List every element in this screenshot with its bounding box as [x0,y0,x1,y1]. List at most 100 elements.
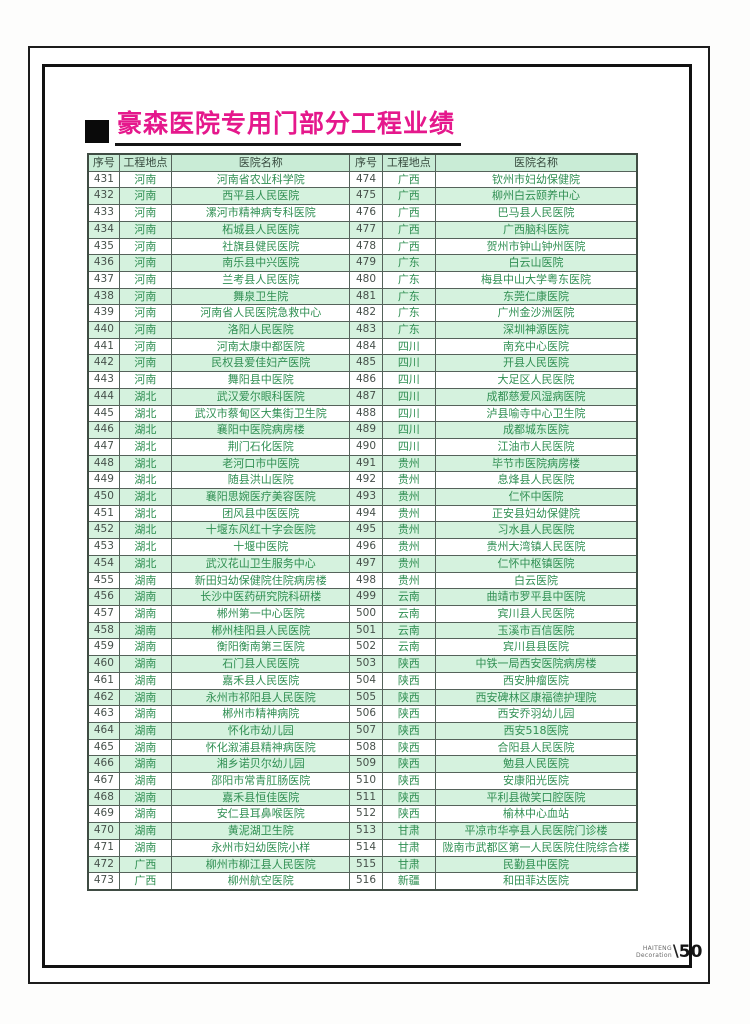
location-cell: 湖北 [118,471,173,490]
location-cell: 广东 [381,254,437,272]
serial-cell: 448 [87,454,120,473]
hospital-cell: 安康阳光医院 [435,772,638,790]
serial-cell: 459 [87,638,120,657]
location-cell: 河南 [118,337,173,356]
hospital-cell: 西安肿瘤医院 [435,671,638,690]
table-row: 447 湖北 荆门石化医院 490 四川 江油市人民医院 [87,437,638,456]
location-cell: 湖南 [118,621,173,640]
serial-cell: 440 [87,321,120,339]
serial-cell: 501 [349,621,383,640]
hospital-cell: 邵阳市常青肛肠医院 [171,772,351,790]
location-cell: 广东 [381,270,437,289]
hospital-cell: 荆门石化医院 [171,437,351,456]
hospital-cell: 勉县人民医院 [435,755,638,774]
brand-line-bottom: Decoration [636,951,672,959]
table-row: 443 河南 舞阳县中医院 486 四川 大足区人民医院 [87,371,638,389]
table-row: 439 河南 河南省人民医院急救中心 482 广东 广州金沙洲医院 [87,304,638,323]
header-location: 工程地点 [118,153,173,172]
serial-cell: 494 [349,504,383,523]
serial-cell: 481 [349,287,383,306]
hospital-cell: 柳州白云颐养中心 [435,187,638,206]
hospital-cell: 成都城东医院 [435,421,638,439]
table-row: 434 河南 柘城县人民医院 477 广西 广西脑科医院 [87,220,638,239]
location-cell: 湖南 [118,755,173,774]
location-cell: 广西 [381,220,437,239]
table-row: 444 湖北 武汉爱尔眼科医院 487 四川 成都慈爱风湿病医院 [87,387,638,406]
hospital-cell: 仁怀中医院 [435,488,638,506]
serial-cell: 446 [87,421,120,439]
serial-cell: 500 [349,604,383,623]
serial-cell: 470 [87,822,120,840]
hospital-cell: 安仁县耳鼻喉医院 [171,805,351,824]
hospital-cell: 东莞仁康医院 [435,287,638,306]
table-row: 448 湖北 老河口市中医院 491 贵州 毕节市医院病房楼 [87,454,638,473]
location-cell: 四川 [381,437,437,456]
hospital-cell: 民权县爱佳妇产医院 [171,354,351,373]
serial-cell: 437 [87,270,120,289]
table-row: 452 湖北 十堰东风红十字会医院 495 贵州 习水县人民医院 [87,521,638,540]
serial-cell: 457 [87,604,120,623]
serial-cell: 473 [87,872,120,891]
hospital-cell: 南充中心医院 [435,337,638,356]
serial-cell: 506 [349,705,383,723]
hospital-cell: 江油市人民医院 [435,437,638,456]
serial-cell: 458 [87,621,120,640]
serial-cell: 442 [87,354,120,373]
hospital-cell: 曲靖市罗平县中医院 [435,588,638,606]
table-row: 457 湖南 郴州第一中心医院 500 云南 宾川县人民医院 [87,604,638,623]
location-cell: 河南 [118,354,173,373]
serial-cell: 456 [87,588,120,606]
hospital-cell: 息烽县人民医院 [435,471,638,490]
hospital-cell: 榆林中心血站 [435,805,638,824]
serial-cell: 507 [349,721,383,740]
table-row: 471 湖南 永州市妇幼医院小样 514 甘肃 陇南市武都区第一人民医院住院综合楼 [87,838,638,857]
serial-cell: 492 [349,471,383,490]
table-row: 431 河南 河南省农业科学院 474 广西 钦州市妇幼保健院 [87,170,638,189]
location-cell: 湖南 [118,655,173,673]
hospital-cell: 柘城县人民医院 [171,220,351,239]
table-row: 442 河南 民权县爱佳妇产医院 485 四川 开县人民医院 [87,354,638,373]
hospital-cell: 柳州航空医院 [171,872,351,891]
hospital-cell: 平凉市华亭县人民医院门诊楼 [435,822,638,840]
hospital-cell: 白云山医院 [435,254,638,272]
table-row: 462 湖南 永州市祁阳县人民医院 505 陕西 西安碑林区康福德护理院 [87,688,638,707]
location-cell: 陕西 [381,688,437,707]
header-hospital: 医院名称 [435,153,638,172]
page-number: 50 [678,941,703,962]
hospital-cell: 贵州大湾镇人民医院 [435,538,638,556]
location-cell: 贵州 [381,504,437,523]
hospital-cell: 巴马县人民医院 [435,204,638,222]
hospital-cell: 怀化市幼儿园 [171,721,351,740]
table-row: 453 湖北 十堰中医院 496 贵州 贵州大湾镇人民医院 [87,538,638,556]
hospital-cell: 白云医院 [435,571,638,590]
location-cell: 广东 [381,287,437,306]
location-cell: 云南 [381,621,437,640]
location-cell: 湖北 [118,504,173,523]
table-row: 467 湖南 邵阳市常青肛肠医院 510 陕西 安康阳光医院 [87,772,638,790]
hospital-cell: 和田菲达医院 [435,872,638,891]
location-cell: 河南 [118,304,173,323]
serial-cell: 462 [87,688,120,707]
location-cell: 四川 [381,387,437,406]
hospital-cell: 嘉禾县人民医院 [171,671,351,690]
location-cell: 湖南 [118,604,173,623]
serial-cell: 453 [87,538,120,556]
location-cell: 陕西 [381,805,437,824]
hospital-cell: 贺州市钟山钟州医院 [435,237,638,256]
serial-cell: 433 [87,204,120,222]
hospital-cell: 西安碑林区康福德护理院 [435,688,638,707]
location-cell: 陕西 [381,671,437,690]
hospital-cell: 漯河市精神病专科医院 [171,204,351,222]
hospital-cell: 毕节市医院病房楼 [435,454,638,473]
table-row: 470 湖南 黄泥湖卫生院 513 甘肃 平凉市华亭县人民医院门诊楼 [87,822,638,840]
hospital-cell: 中铁一局西安医院病房楼 [435,655,638,673]
location-cell: 广西 [381,170,437,189]
serial-cell: 476 [349,204,383,222]
table-row: 473 广西 柳州航空医院 516 新疆 和田菲达医院 [87,872,638,891]
hospital-cell: 南乐县中兴医院 [171,254,351,272]
hospital-cell: 广州金沙洲医院 [435,304,638,323]
hospital-cell: 兰考县人民医院 [171,270,351,289]
location-cell: 四川 [381,404,437,423]
location-cell: 河南 [118,371,173,389]
footer-brand: HAITENG Decoration \ 50 [636,941,702,962]
